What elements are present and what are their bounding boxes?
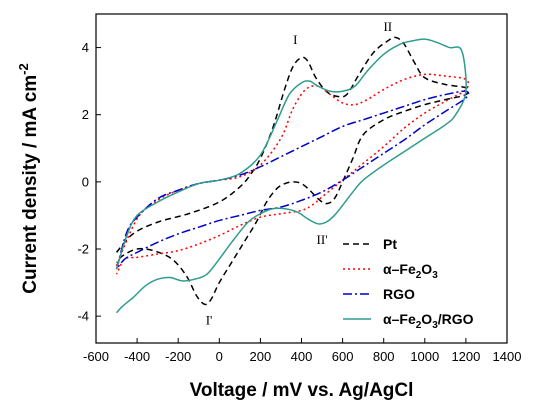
legend-text-part: O (421, 261, 432, 277)
y-axis-title-main: Current density / mA cm (20, 75, 41, 294)
legend-text-part: α–Fe (383, 311, 416, 327)
legend-subscript: 2 (416, 270, 422, 281)
x-tick-label: 1200 (451, 349, 480, 364)
legend-text-part: /RGO (438, 311, 474, 327)
peak-label: II' (317, 232, 328, 247)
x-axis-title: Voltage / mV vs. Ag/AgCl (190, 380, 414, 401)
x-tick-label: -200 (165, 349, 191, 364)
legend-text-part: Pt (383, 236, 397, 252)
x-tick-label: 400 (291, 349, 313, 364)
y-axis-title: Current density / mA cm-2 (16, 63, 41, 293)
series-layer (115, 36, 470, 314)
y-tick-label: -4 (77, 309, 89, 324)
series-line-3 (115, 38, 467, 314)
x-tick-label: 0 (216, 349, 223, 364)
legend-subscript: 3 (432, 270, 438, 281)
legend-text-part: α–Fe (383, 261, 416, 277)
y-axis-title-superscript: -2 (16, 63, 31, 75)
legend-label-0: Pt (383, 236, 397, 252)
x-tick-label: 1000 (410, 349, 439, 364)
y-tick-label: 0 (82, 174, 89, 189)
peak-label: I (293, 32, 297, 47)
series-line-2 (115, 90, 470, 270)
y-tick-label: -2 (77, 242, 89, 257)
x-tick-label: 1400 (493, 349, 522, 364)
legend-label-1: α–Fe2O3 (383, 261, 438, 281)
plot-frame (95, 13, 508, 344)
y-tick-label: 2 (82, 107, 89, 122)
legend-label-3: α–Fe2O3/RGO (383, 311, 474, 331)
x-tick-label: -400 (124, 349, 150, 364)
y-tick-label: 4 (82, 40, 89, 55)
series-line-0 (115, 36, 470, 306)
series-line-1 (115, 73, 470, 275)
peak-label: II (383, 19, 392, 34)
legend-subscript: 3 (432, 320, 438, 331)
x-tick-label: -600 (83, 349, 109, 364)
x-tick-label: 200 (250, 349, 272, 364)
legend-subscript: 2 (416, 320, 422, 331)
peak-label: I' (206, 313, 213, 328)
ticks-layer: -600 -400 -200 0 200 400 600 800 1000 1200 1400 -4 -… (77, 40, 521, 364)
legend-label-2: RGO (383, 286, 415, 302)
legend-text-part: RGO (383, 286, 415, 302)
plot-border (95, 13, 508, 344)
x-tick-label: 600 (332, 349, 354, 364)
axis-titles: Voltage / mV vs. Ag/AgCl Current density … (16, 63, 413, 401)
x-tick-label: 800 (373, 349, 395, 364)
legend-text-part: O (421, 311, 432, 327)
